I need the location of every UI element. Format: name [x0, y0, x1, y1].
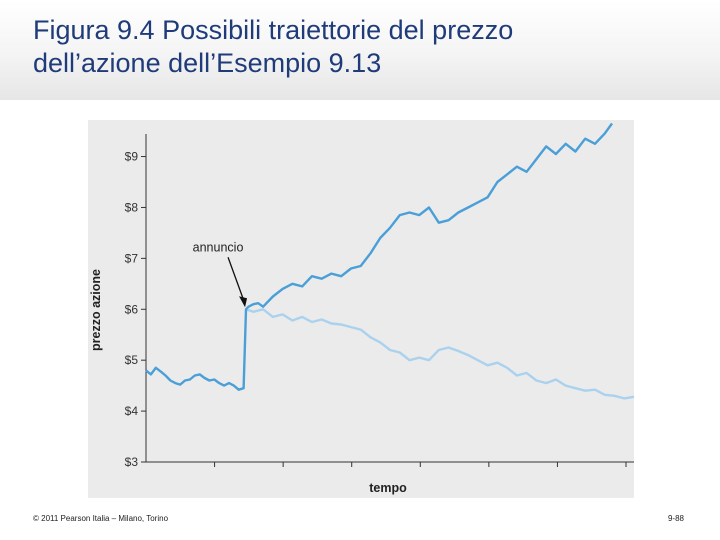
slide-title-line1: Figura 9.4 Possibili traiettorie del pre… [33, 15, 514, 45]
slide-title: Figura 9.4 Possibili traiettorie del pre… [33, 14, 693, 80]
series-line-up [145, 122, 613, 391]
y-tick-label: $7 [125, 251, 139, 265]
chart-panel [88, 120, 634, 498]
series-line-down [245, 308, 634, 400]
annotation-arrow-line [227, 257, 245, 302]
y-tick-label: $4 [125, 404, 139, 418]
annotation-arrow-head [239, 296, 248, 308]
y-tick-label: $6 [125, 302, 139, 316]
slide-title-line2: dell’azione dell’Esempio 9.13 [33, 48, 382, 78]
stock-price-chart: $3 $4 $5 $6 $7 $8 $9 annuncio prezzo azione te… [89, 122, 634, 495]
y-tick-label: $9 [125, 150, 139, 164]
y-axis-label: prezzo azione [89, 269, 103, 351]
footer-page-number: 9-88 [667, 514, 684, 523]
annotation-label: annuncio [193, 240, 244, 254]
x-axis-label: tempo [369, 481, 407, 495]
y-tick-label: $5 [125, 353, 139, 367]
slide-header-band [0, 0, 720, 100]
y-tick-label: $3 [125, 455, 139, 469]
y-tick-label: $8 [125, 200, 139, 214]
footer-copyright: © 2011 Pearson Italia – Milano, Torino [33, 514, 169, 523]
